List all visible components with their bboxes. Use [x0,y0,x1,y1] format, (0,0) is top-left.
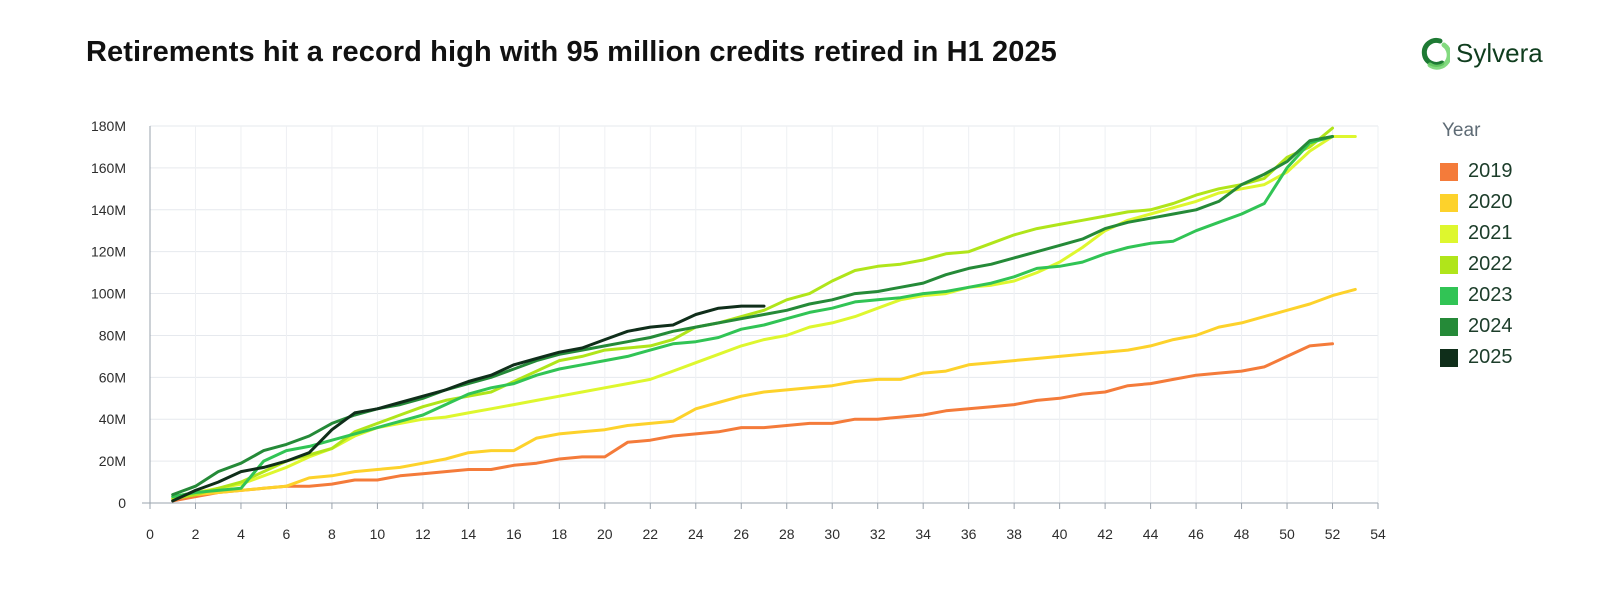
legend-label: 2025 [1468,346,1513,368]
chart-axes [142,126,1379,509]
legend-item-2021: 2021 [1440,218,1513,249]
legend-item-2020: 2020 [1440,187,1513,218]
y-tick-label: 40M [99,411,126,427]
series-line-2020 [171,287,1357,501]
y-tick-label: 180M [91,118,126,134]
y-tick-label: 100M [91,286,126,302]
legend-swatch [1440,193,1458,212]
legend-swatch [1440,255,1458,274]
x-tick-label: 14 [461,526,477,542]
x-tick-label: 34 [915,526,931,542]
series-line-2025 [171,304,766,503]
y-tick-label: 20M [99,453,126,469]
x-tick-label: 38 [1006,526,1022,542]
legend-item-2023: 2023 [1440,280,1513,311]
x-tick-label: 36 [961,526,977,542]
legend-label: 2019 [1468,160,1513,182]
x-tick-label: 50 [1279,526,1295,542]
x-tick-label: 54 [1370,526,1386,542]
x-tick-label: 8 [328,526,336,542]
x-tick-label: 48 [1234,526,1250,542]
y-tick-label: 120M [91,244,126,260]
legend-swatch [1440,317,1458,336]
brand-name: Sylvera [1456,37,1543,68]
legend-label: 2020 [1468,191,1513,213]
legend-label: 2024 [1468,315,1513,337]
series-line-2021 [171,135,1357,499]
y-tick-label: 80M [99,327,126,343]
legend-item-2024: 2024 [1440,311,1513,342]
x-tick-label: 46 [1188,526,1204,542]
x-tick-label: 42 [1097,526,1113,542]
legend: Year 2019 2020 2021 2022 2023 2024 2025 [1440,120,1513,373]
legend-swatch [1440,348,1458,367]
x-tick-label: 26 [733,526,749,542]
x-tick-label: 44 [1143,526,1159,542]
brand-logo: Sylvera [1420,36,1543,70]
legend-label: 2022 [1468,253,1513,275]
x-tick-label: 4 [237,526,245,542]
x-tick-label: 18 [552,526,568,542]
x-tick-label: 52 [1325,526,1341,542]
legend-label: 2023 [1468,284,1513,306]
x-tick-label: 0 [146,526,154,542]
x-tick-label: 24 [688,526,704,542]
x-tick-label: 10 [370,526,386,542]
x-tick-label: 40 [1052,526,1068,542]
x-tick-label: 2 [192,526,200,542]
legend-label: 2021 [1468,222,1513,244]
series-line-2022 [171,126,1334,501]
sylvera-logo-icon [1421,37,1450,70]
y-tick-label: 60M [99,369,126,385]
x-tick-label: 12 [415,526,431,542]
series-lines [171,126,1357,503]
legend-swatch [1440,162,1458,181]
chart-title: Retirements hit a record high with 95 mi… [86,36,1057,68]
series-line-2023 [171,135,1334,499]
x-tick-label: 20 [597,526,613,542]
legend-swatch [1440,286,1458,305]
x-axis-ticks: 0 2 4 6 8 10 12 14 16 18 20 22 24 26 28 30 32 34 36 38 40 42 4… [146,526,1386,542]
legend-swatch [1440,224,1458,243]
legend-item-2022: 2022 [1440,249,1513,280]
y-tick-label: 140M [91,202,126,218]
legend-item-2025: 2025 [1440,342,1513,373]
y-tick-label: 160M [91,160,126,176]
series-line-2019 [171,342,1334,503]
x-tick-label: 30 [824,526,840,542]
x-tick-label: 22 [643,526,659,542]
y-tick-label: 0 [118,495,126,511]
legend-title: Year [1442,120,1481,141]
x-tick-label: 28 [779,526,795,542]
x-tick-label: 32 [870,526,886,542]
y-axis-ticks: 0 20M 40M 60M 80M 100M 120M 140M 160M 180M [91,118,126,511]
x-tick-label: 6 [283,526,291,542]
x-tick-label: 16 [506,526,522,542]
legend-item-2019: 2019 [1440,156,1513,187]
legend-items: 2019 2020 2021 2022 2023 2024 2025 [1440,156,1513,373]
